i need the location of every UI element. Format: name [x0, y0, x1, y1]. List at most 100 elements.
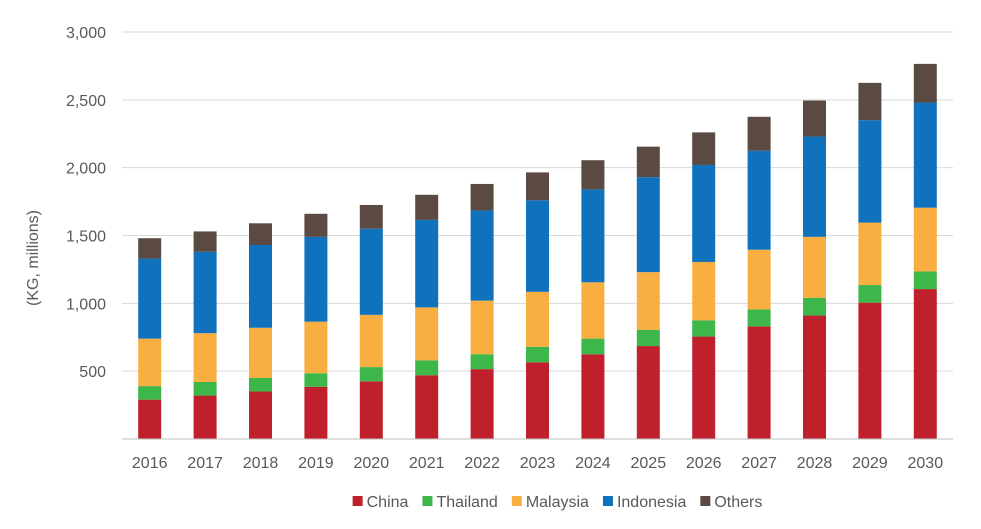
bar-malaysia-2017 — [193, 333, 217, 383]
bar-malaysia-2022 — [470, 300, 494, 355]
legend-label-thailand: Thailand — [436, 494, 497, 511]
y-tick-label: 2,500 — [66, 93, 106, 110]
legend-label-malaysia: Malaysia — [526, 494, 589, 511]
bar-malaysia-2030 — [913, 207, 937, 272]
bar-thailand-2028 — [803, 297, 826, 316]
bar-china-2027 — [747, 326, 771, 439]
legend-label-china: China — [367, 494, 409, 511]
bar-others-2022 — [470, 183, 494, 211]
bar-thailand-2016 — [138, 386, 162, 400]
bar-malaysia-2025 — [636, 272, 660, 330]
bar-thailand-2023 — [526, 346, 549, 363]
x-tick-label: 2017 — [187, 455, 223, 472]
y-tick-label: 1,500 — [66, 229, 106, 246]
bar-indonesia-2026 — [692, 164, 716, 262]
bar-malaysia-2028 — [803, 236, 826, 298]
bar-china-2024 — [581, 354, 605, 439]
bar-china-2028 — [803, 315, 826, 439]
bar-malaysia-2029 — [858, 222, 882, 286]
bar-thailand-2029 — [858, 285, 882, 303]
x-tick-label: 2027 — [741, 455, 777, 472]
bar-malaysia-2020 — [359, 314, 383, 368]
bar-china-2026 — [692, 336, 716, 439]
legend-label-others: Others — [714, 494, 762, 511]
y-tick-label: 500 — [79, 364, 106, 381]
bar-thailand-2022 — [470, 354, 494, 370]
legend-swatch-indonesia — [602, 496, 613, 506]
bar-malaysia-2023 — [526, 291, 549, 347]
x-tick-label: 2022 — [464, 455, 500, 472]
bar-malaysia-2026 — [692, 261, 716, 321]
bar-china-2029 — [858, 302, 882, 439]
x-tick-label: 2019 — [298, 455, 334, 472]
bar-indonesia-2029 — [858, 120, 882, 223]
y-tick-label: 2,000 — [66, 161, 106, 178]
legend: China Thailand Malaysia Indonesia Others — [352, 494, 762, 511]
bar-indonesia-2016 — [138, 258, 162, 339]
bar-others-2019 — [304, 213, 328, 237]
bar-china-2017 — [193, 395, 217, 439]
bar-thailand-2025 — [636, 329, 660, 347]
bar-others-2016 — [138, 238, 162, 259]
bar-china-2020 — [359, 381, 383, 439]
bar-others-2027 — [747, 116, 771, 151]
bar-others-2030 — [913, 63, 937, 103]
x-tick-label: 2030 — [908, 455, 944, 472]
bar-indonesia-2022 — [470, 210, 494, 301]
bar-thailand-2021 — [415, 360, 439, 376]
x-tick-label: 2024 — [575, 455, 611, 472]
bar-china-2021 — [415, 375, 439, 439]
bars — [138, 63, 937, 439]
bar-thailand-2018 — [249, 377, 272, 392]
bar-china-2023 — [526, 362, 549, 439]
bar-others-2029 — [858, 82, 882, 121]
bar-others-2028 — [803, 100, 826, 137]
x-tick-label: 2025 — [631, 455, 667, 472]
x-tick-label: 2026 — [686, 455, 722, 472]
legend-swatch-thailand — [422, 496, 433, 506]
bar-china-2030 — [913, 289, 937, 439]
bar-indonesia-2028 — [803, 136, 826, 237]
bar-malaysia-2021 — [415, 307, 439, 361]
y-tick-label: 3,000 — [66, 25, 106, 42]
bar-china-2025 — [636, 346, 660, 439]
bar-indonesia-2023 — [526, 200, 549, 292]
legend-swatch-china — [352, 496, 363, 506]
bar-malaysia-2019 — [304, 321, 328, 374]
bar-malaysia-2016 — [138, 338, 162, 387]
bar-indonesia-2027 — [747, 150, 771, 250]
legend-label-indonesia: Indonesia — [617, 494, 686, 511]
bar-thailand-2030 — [913, 271, 937, 290]
bar-others-2024 — [581, 160, 605, 190]
bar-indonesia-2018 — [249, 244, 272, 328]
x-tick-label: 2020 — [354, 455, 390, 472]
x-tick-label: 2018 — [243, 455, 279, 472]
bar-thailand-2026 — [692, 320, 716, 337]
bar-china-2016 — [138, 399, 162, 439]
bar-thailand-2019 — [304, 373, 328, 387]
bar-indonesia-2025 — [636, 177, 660, 273]
bar-malaysia-2027 — [747, 249, 771, 310]
axes: (KG, millions) 500 1,000 1,500 2,000 2,500 3,… — [25, 25, 953, 472]
bar-malaysia-2018 — [249, 327, 272, 378]
bar-china-2018 — [249, 391, 272, 439]
bar-others-2025 — [636, 146, 660, 178]
x-tick-label: 2023 — [520, 455, 556, 472]
bar-indonesia-2030 — [913, 102, 937, 208]
x-tick-label: 2028 — [797, 455, 833, 472]
x-tick-label: 2029 — [852, 455, 888, 472]
x-tick-label: 2021 — [409, 455, 445, 472]
bar-indonesia-2017 — [193, 251, 217, 334]
legend-swatch-others — [700, 496, 711, 506]
bar-others-2026 — [692, 132, 716, 165]
bar-thailand-2024 — [581, 338, 605, 355]
bar-indonesia-2021 — [415, 219, 439, 308]
x-tick-label: 2016 — [132, 455, 168, 472]
y-axis-title: (KG, millions) — [25, 210, 42, 306]
bar-thailand-2020 — [359, 367, 383, 382]
bar-thailand-2017 — [193, 382, 217, 396]
bar-malaysia-2024 — [581, 282, 605, 339]
legend-swatch-malaysia — [511, 496, 522, 506]
